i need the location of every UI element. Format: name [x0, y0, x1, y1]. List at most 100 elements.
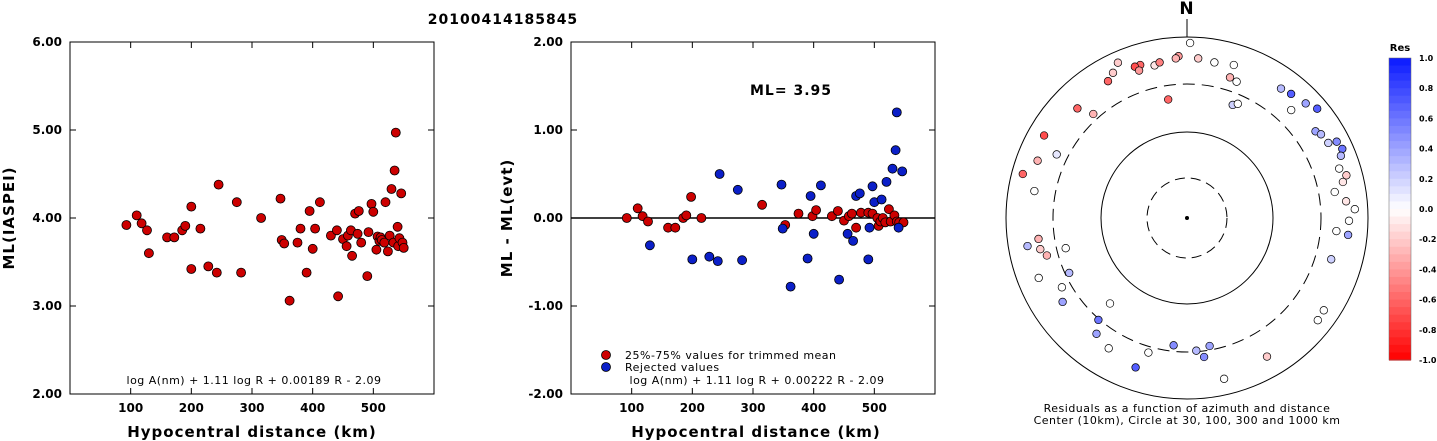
station-marker [1232, 77, 1241, 86]
y-tick-label: 3.00 [32, 299, 62, 313]
colorbar-cell [1389, 171, 1411, 180]
station-marker [1219, 374, 1229, 383]
colorbar-cell [1389, 292, 1411, 301]
legend-label-rejected: Rejected values [625, 361, 720, 374]
data-point [180, 220, 191, 231]
data-point [737, 255, 747, 266]
x-tick-label: 500 [862, 401, 887, 415]
colorbar-cell [1389, 224, 1411, 233]
colorbar-cell [1389, 73, 1411, 82]
circle-100km [1100, 131, 1274, 305]
data-point [304, 206, 315, 216]
colorbar-label: -0.6 [1419, 296, 1437, 305]
data-point [842, 228, 853, 239]
data-point [714, 169, 725, 179]
y-tick-label: 5.00 [32, 123, 62, 137]
data-point [382, 246, 393, 257]
data-point [621, 213, 632, 223]
data-point [893, 222, 904, 233]
data-point [292, 237, 303, 248]
circle-300km [1052, 83, 1322, 353]
data-point [884, 204, 894, 215]
axis-ticks: 100 200 300 400 500 -2.00 -1.00 0.00 1.00 2.00 [528, 35, 935, 415]
colorbar-cell [1389, 58, 1411, 67]
station-marker [1330, 187, 1339, 197]
data-point [632, 203, 643, 214]
x-tick-label: 400 [300, 401, 325, 415]
y-tick-label: 4.00 [32, 211, 62, 225]
data-point [891, 107, 902, 118]
station-marker [1338, 177, 1348, 187]
station-marker [1313, 316, 1322, 325]
station-marker [1286, 89, 1296, 99]
epicenter-marker [1185, 216, 1189, 220]
station-marker [1210, 58, 1219, 67]
data-point [143, 248, 154, 259]
data-points [621, 107, 909, 292]
data-point [396, 188, 407, 199]
data-point [867, 181, 878, 192]
data-point [398, 242, 409, 253]
y-tick-label: -2.00 [528, 387, 563, 401]
station-marker [1052, 150, 1061, 159]
data-points [121, 127, 409, 306]
station-marker [1018, 169, 1027, 179]
data-point [670, 222, 681, 233]
station-marker [1336, 151, 1346, 160]
y-tick-label: 2.00 [533, 35, 563, 49]
y-axis-label: ML(IASPEI) [0, 166, 18, 269]
station-marker [1341, 197, 1351, 206]
colorbar-cell [1389, 269, 1411, 278]
station-marker [1335, 164, 1344, 173]
data-point [307, 243, 318, 254]
station-marker [1092, 329, 1101, 338]
station-marker [1225, 73, 1235, 82]
data-point [847, 208, 857, 219]
colorbar-cells [1388, 57, 1412, 361]
data-point [169, 232, 180, 243]
station-marker [1057, 283, 1067, 292]
data-point [236, 267, 247, 278]
axis-ticks: 100 200 300 400 500 2.00 3.00 4.00 5.00 6.00 [32, 35, 434, 415]
x-tick-label: 500 [361, 401, 386, 415]
data-point [131, 210, 142, 221]
colorbar-cell [1389, 254, 1411, 263]
station-marker [1343, 230, 1353, 240]
colorbar-cell [1389, 186, 1411, 195]
legend-label-trimmed: 25%-75% values for trimmed mean [625, 349, 837, 362]
caption-line-2: Center (10km), Circle at 30, 100, 300 an… [1034, 414, 1341, 427]
data-point [301, 267, 312, 278]
data-point [142, 225, 152, 236]
station-marker [1108, 68, 1118, 77]
x-tick-label: 400 [801, 401, 826, 415]
colorbar-cell [1389, 193, 1411, 203]
y-axis-label: ML - ML(evt) [498, 159, 516, 277]
data-point [310, 223, 321, 234]
station-marker [1105, 299, 1115, 308]
ml-residual-plot: ML - ML(evt) Hypocentral distance (km) M… [498, 35, 936, 441]
colorbar-cell [1389, 118, 1411, 127]
station-marker [1316, 130, 1326, 139]
ml-iaspei-plot: ML(IASPEI) Hypocentral distance (km) log… [0, 35, 435, 441]
station-marker [1233, 99, 1242, 108]
data-point [833, 206, 843, 216]
legend-red-marker [601, 350, 611, 360]
station-marker [1039, 131, 1049, 140]
station-marker [1033, 156, 1042, 165]
station-marker [1103, 77, 1113, 86]
x-axis-label: Hypocentral distance (km) [127, 423, 377, 441]
data-point [363, 227, 374, 238]
data-point [645, 240, 655, 251]
colorbar-cell [1389, 178, 1411, 187]
station-marker [1327, 255, 1336, 264]
data-point [386, 184, 397, 194]
station-marker [1164, 95, 1173, 104]
colorbar-label: -0.8 [1419, 326, 1437, 335]
colorbar-label: 1.0 [1419, 54, 1434, 63]
colorbar-cell [1389, 133, 1411, 142]
station-marker [1324, 138, 1333, 148]
x-axis-label: Hypocentral distance (km) [631, 423, 881, 441]
data-point [704, 251, 715, 262]
plot-frame [69, 41, 435, 395]
station-marker [1094, 315, 1103, 325]
